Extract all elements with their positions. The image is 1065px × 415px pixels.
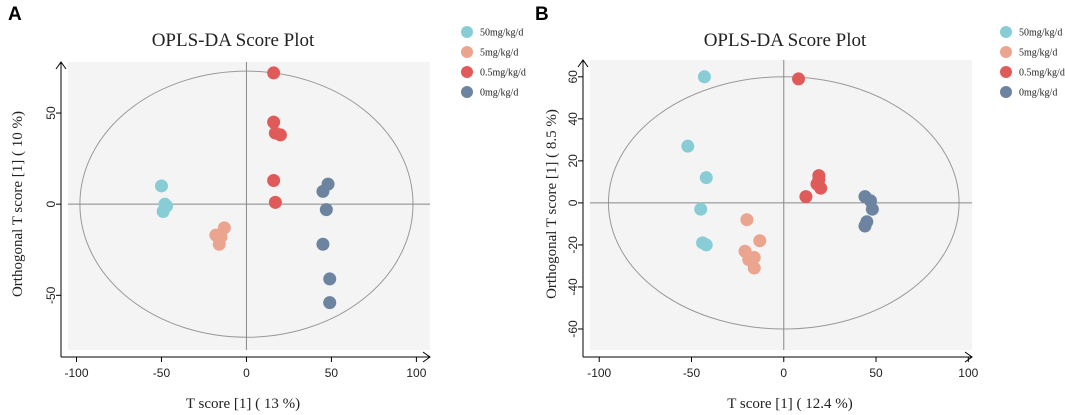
data-point-1-4 [694, 202, 708, 216]
y-tick-label: 60 [566, 70, 580, 84]
data-point-3-6 [268, 195, 282, 209]
data-point-1-4 [160, 199, 174, 213]
data-point-1-3 [699, 171, 713, 185]
y-axis-label: Orthogonal T score [1] ( 10 %) [10, 111, 26, 297]
plot-background [590, 60, 972, 350]
data-point-4-3 [865, 202, 879, 216]
legend-label: 0.5mg/kg/d [1019, 68, 1065, 79]
legend-marker [461, 66, 473, 78]
x-axis-arrow [964, 351, 973, 363]
data-point-4-4 [316, 237, 330, 251]
legend-label: 5mg/kg/d [1019, 48, 1057, 59]
data-point-3-5 [267, 173, 281, 187]
y-axis-arrow [577, 59, 589, 68]
data-point-4-2 [321, 177, 335, 191]
y-tick-label: -50 [44, 286, 58, 304]
x-tick-label: -100 [64, 366, 88, 380]
data-point-3-1 [792, 72, 806, 86]
legend-label: 50mg/kg/d [480, 28, 523, 39]
data-point-4-3 [319, 203, 333, 217]
legend-marker [461, 26, 473, 38]
x-tick-label: -50 [683, 366, 701, 380]
plot-background [68, 62, 430, 350]
chart-panel-b: B -100 -50 0 50 100 -60 -40 -20 0 20 40 60 OPLS-DA Sc… [535, 4, 1065, 412]
y-tick-label: 50 [44, 106, 58, 120]
y-tick-label: -20 [566, 236, 580, 254]
data-point-1-1 [154, 179, 168, 193]
data-point-3-2 [267, 115, 281, 129]
data-point-3-6 [799, 190, 813, 204]
data-point-2-1 [740, 213, 754, 227]
data-point-2-4 [217, 221, 231, 235]
x-tick-label: 50 [325, 366, 339, 380]
x-tick-label: 50 [869, 366, 883, 380]
legend-marker [1000, 26, 1012, 38]
y-axis-label: Orthogonal T score [1] ( 8.5 %) [544, 109, 560, 299]
data-point-2-5 [747, 251, 761, 265]
data-point-4-6 [323, 296, 337, 310]
y-tick-label: -60 [566, 320, 580, 338]
x-tick-label: -100 [587, 366, 611, 380]
legend-marker [1000, 86, 1012, 98]
x-tick-label: 100 [406, 366, 426, 380]
data-point-3-1 [267, 66, 281, 80]
legend: 50mg/kg/d 5mg/kg/d 0.5mg/kg/d 0mg/kg/d [1000, 26, 1065, 99]
chart-panel-a: A -100 -50 0 50 100 -50 0 50 OPLS-DA Score Plot T … [8, 4, 526, 412]
x-axis-label: T score [1] ( 12.4 %) [727, 396, 853, 412]
data-point-3-5 [814, 181, 828, 195]
legend-label: 0.5mg/kg/d [480, 68, 526, 79]
panel-letter: A [8, 4, 22, 25]
y-tick-label: -40 [566, 278, 580, 296]
data-point-1-1 [697, 70, 711, 84]
panel-letter: B [535, 4, 549, 25]
data-point-1-2 [681, 139, 695, 153]
legend-marker [1000, 66, 1012, 78]
data-point-2-2 [753, 234, 767, 248]
x-tick-label: 0 [780, 366, 787, 380]
legend-marker [461, 46, 473, 58]
y-tick-label: 40 [566, 112, 580, 126]
x-tick-label: -50 [153, 366, 171, 380]
chart-title: OPLS-DA Score Plot [704, 30, 867, 51]
data-point-4-5 [858, 219, 872, 233]
legend-label: 50mg/kg/d [1019, 28, 1062, 39]
legend-label: 0mg/kg/d [1019, 88, 1057, 99]
legend-label: 0mg/kg/d [480, 88, 518, 99]
x-tick-label: 100 [958, 366, 978, 380]
data-point-1-6 [699, 238, 713, 252]
x-axis-label: T score [1] ( 13 %) [186, 396, 300, 412]
data-point-3-4 [273, 128, 287, 142]
legend-marker [461, 86, 473, 98]
y-tick-label: 20 [566, 154, 580, 168]
y-tick-label: 0 [566, 199, 580, 206]
legend-marker [1000, 46, 1012, 58]
x-tick-label: 0 [243, 366, 250, 380]
data-point-2-6 [747, 261, 761, 275]
x-axis-arrow [422, 351, 431, 363]
chart-title: OPLS-DA Score Plot [152, 30, 315, 51]
legend-label: 5mg/kg/d [480, 48, 518, 59]
data-point-4-5 [323, 272, 337, 286]
y-axis-arrow [55, 61, 67, 70]
legend: 50mg/kg/d 5mg/kg/d 0.5mg/kg/d 0mg/kg/d [461, 26, 526, 99]
y-tick-label: 0 [44, 201, 58, 208]
